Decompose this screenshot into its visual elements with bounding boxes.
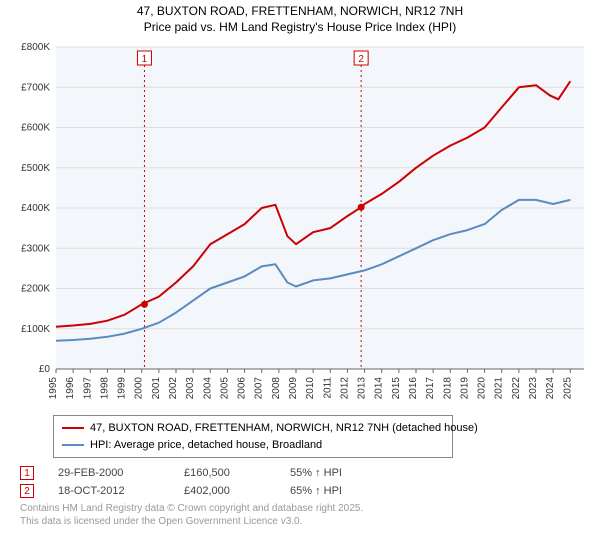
svg-text:1: 1 [142,54,148,65]
chart-area: £0 £100K £200K £300K £400K £500K £600K £700K £80… [8,39,592,409]
svg-text:1997: 1997 [82,377,93,400]
sale-price-1: £160,500 [184,467,254,479]
svg-text:2014: 2014 [374,377,385,400]
line-chart-svg: £0 £100K £200K £300K £400K £500K £600K £700K £80… [8,39,592,409]
svg-text:2: 2 [358,54,364,65]
svg-text:2011: 2011 [322,377,333,399]
svg-text:2000: 2000 [134,377,145,400]
svg-text:2007: 2007 [254,377,265,400]
svg-text:2013: 2013 [357,377,368,400]
title-line1: 47, BUXTON ROAD, FRETTENHAM, NORWICH, NR… [8,4,592,20]
svg-text:2022: 2022 [511,377,522,400]
svg-text:2012: 2012 [339,377,350,400]
svg-text:2005: 2005 [219,377,230,400]
svg-text:£600K: £600K [21,123,50,134]
sale-date-1: 29-FEB-2000 [58,467,148,479]
svg-text:£300K: £300K [21,243,50,254]
attribution-line2: This data is licensed under the Open Gov… [20,515,592,528]
legend-item-price: 47, BUXTON ROAD, FRETTENHAM, NORWICH, NR… [62,420,444,437]
svg-text:£100K: £100K [21,324,50,335]
sale-row-1: 1 29-FEB-2000 £160,500 55% ↑ HPI [20,466,592,480]
legend-label-hpi: HPI: Average price, detached house, Broa… [90,437,322,454]
svg-text:2001: 2001 [151,377,162,400]
svg-text:£700K: £700K [21,82,50,93]
svg-text:1999: 1999 [117,377,128,400]
svg-text:2010: 2010 [305,377,316,400]
svg-text:2009: 2009 [288,377,299,400]
legend-swatch-hpi [62,444,84,446]
legend-swatch-price [62,427,84,429]
svg-text:£500K: £500K [21,163,50,174]
svg-text:1995: 1995 [48,377,59,400]
svg-text:£400K: £400K [21,203,50,214]
svg-text:2024: 2024 [545,377,556,400]
svg-text:2023: 2023 [528,377,539,400]
sale-date-2: 18-OCT-2012 [58,485,148,497]
svg-text:£800K: £800K [21,42,50,53]
chart-container: 47, BUXTON ROAD, FRETTENHAM, NORWICH, NR… [0,0,600,532]
svg-text:2002: 2002 [168,377,179,400]
svg-text:2021: 2021 [494,377,505,400]
sale-pct-2: 65% ↑ HPI [290,485,342,497]
svg-text:1996: 1996 [65,377,76,400]
attribution: Contains HM Land Registry data © Crown c… [20,502,592,528]
svg-text:2006: 2006 [237,377,248,400]
svg-text:2004: 2004 [202,377,213,400]
sales-table: 1 29-FEB-2000 £160,500 55% ↑ HPI 2 18-OC… [20,466,592,498]
svg-text:2020: 2020 [477,377,488,400]
svg-text:£0: £0 [39,364,51,375]
svg-text:2019: 2019 [459,377,470,400]
svg-text:2025: 2025 [562,377,573,400]
sale-marker-2: 2 [20,484,34,498]
svg-text:2015: 2015 [391,377,402,400]
legend: 47, BUXTON ROAD, FRETTENHAM, NORWICH, NR… [53,415,453,458]
sale-row-2: 2 18-OCT-2012 £402,000 65% ↑ HPI [20,484,592,498]
sale-marker-1: 1 [20,466,34,480]
svg-text:1998: 1998 [99,377,110,400]
legend-label-price: 47, BUXTON ROAD, FRETTENHAM, NORWICH, NR… [90,420,478,437]
svg-text:£200K: £200K [21,284,50,295]
svg-text:2017: 2017 [425,377,436,400]
title-line2: Price paid vs. HM Land Registry's House … [8,20,592,36]
svg-text:2008: 2008 [271,377,282,400]
sale-pct-1: 55% ↑ HPI [290,467,342,479]
attribution-line1: Contains HM Land Registry data © Crown c… [20,502,592,515]
title-block: 47, BUXTON ROAD, FRETTENHAM, NORWICH, NR… [8,4,592,35]
svg-text:2016: 2016 [408,377,419,400]
svg-text:2003: 2003 [185,377,196,400]
svg-text:2018: 2018 [442,377,453,400]
legend-item-hpi: HPI: Average price, detached house, Broa… [62,437,444,454]
sale-price-2: £402,000 [184,485,254,497]
